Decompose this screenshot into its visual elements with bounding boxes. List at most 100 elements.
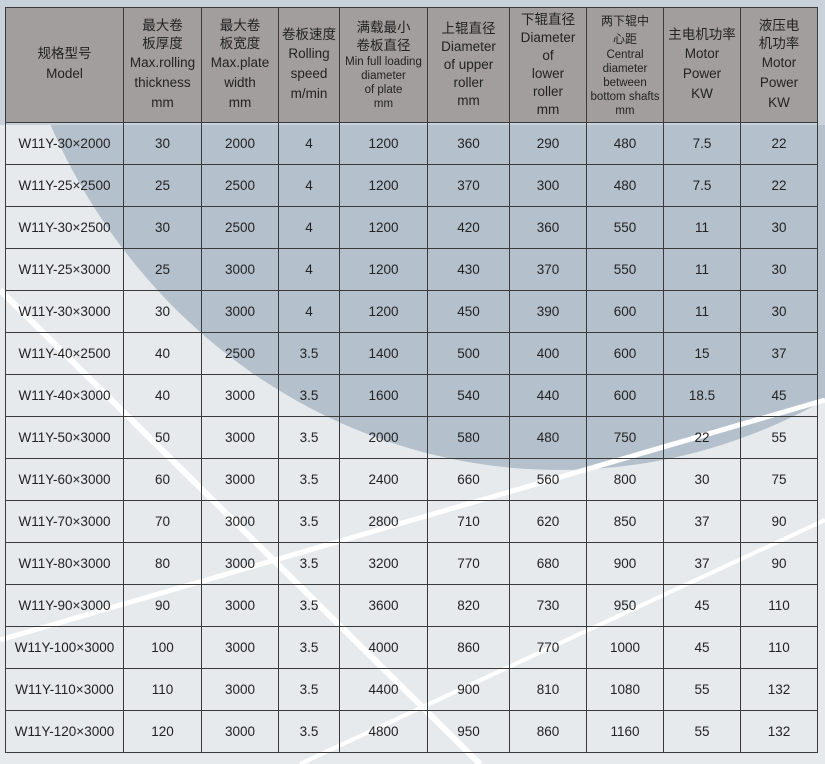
table-cell: 90	[740, 542, 818, 585]
table-cell: 430	[427, 248, 510, 291]
table-cell: 500	[427, 332, 510, 375]
table-cell: 950	[586, 584, 664, 627]
table-cell: 100	[123, 626, 202, 669]
table-cell: 45	[663, 626, 741, 669]
table-cell: 3.5	[278, 332, 340, 375]
table-cell: 4000	[339, 626, 428, 669]
header-en: of upper	[443, 57, 494, 72]
header-en: m/min	[290, 86, 328, 101]
table-cell: W11Y-70×3000	[5, 500, 124, 543]
table-cell: 90	[123, 584, 202, 627]
table-cell: W11Y-30×2500	[5, 206, 124, 249]
header-en: mm	[615, 105, 635, 117]
table-cell: 4	[278, 122, 340, 165]
table-cell: 30	[123, 206, 202, 249]
table-cell: 132	[740, 668, 818, 711]
table-cell: 3000	[201, 710, 279, 753]
table-cell: 1080	[586, 668, 664, 711]
header-en: mm	[457, 93, 480, 108]
table-row: W11Y-60×3000 60 3000 3.5 2400 660 560 800 30 75	[5, 458, 818, 501]
table-cell: 55	[663, 668, 741, 711]
table-cell: 2500	[201, 332, 279, 375]
column-header: 主电机功率 Motor Power KW	[663, 7, 741, 123]
table-cell: 25	[123, 164, 202, 207]
table-cell: 11	[663, 206, 741, 249]
table-cell: 2500	[201, 206, 279, 249]
table-cell: W11Y-120×3000	[5, 710, 124, 753]
table-row: W11Y-120×3000 120 3000 3.5 4800 950 860 1160 55 1…	[5, 710, 818, 753]
header-en: Diameter	[441, 39, 496, 54]
table-cell: 90	[740, 500, 818, 543]
header-en: mm	[151, 95, 174, 110]
header-en: diameter	[361, 70, 406, 82]
table-cell: 480	[509, 416, 587, 459]
table-cell: 360	[509, 206, 587, 249]
table-row: W11Y-80×3000 80 3000 3.5 3200 770 680 900 37 90	[5, 542, 818, 585]
header-en: Power	[759, 75, 799, 90]
header-en: Central	[606, 49, 644, 61]
table-cell: 25	[123, 248, 202, 291]
table-cell: W11Y-30×3000	[5, 290, 124, 333]
table-cell: 2000	[201, 122, 279, 165]
column-header: 液压电机功率 Motor Power KW	[740, 7, 818, 123]
table-cell: 300	[509, 164, 587, 207]
table-row: W11Y-30×2000 30 2000 4 1200 360 290 480 7.5 22	[5, 122, 818, 165]
table-cell: W11Y-25×3000	[5, 248, 124, 291]
table-cell: W11Y-40×2500	[5, 332, 124, 375]
table-cell: 1200	[339, 248, 428, 291]
header-zh: 两下辊中心距	[601, 14, 650, 46]
table-cell: 3000	[201, 416, 279, 459]
table-cell: 110	[123, 668, 202, 711]
table-cell: 30	[123, 290, 202, 333]
specs-table: 规格型号 Model 最大卷板厚度 Max.rolling thickness mm 最大卷…	[5, 7, 818, 753]
header-en: Motor	[684, 46, 720, 61]
table-cell: 7.5	[663, 122, 741, 165]
table-cell: 860	[509, 710, 587, 753]
header-zh: 主电机功率	[668, 27, 736, 42]
table-cell: 75	[740, 458, 818, 501]
column-header: 上辊直径 Diameter of upper roller mm	[427, 7, 510, 123]
header-en: Diameter	[520, 30, 576, 45]
column-header: 下辊直径 Diameter of lower roller mm	[509, 7, 587, 123]
table-cell: W11Y-100×3000	[5, 626, 124, 669]
table-cell: 770	[427, 542, 510, 585]
table-cell: 3000	[201, 248, 279, 291]
table-cell: 22	[740, 122, 818, 165]
table-cell: 540	[427, 374, 510, 417]
header-zh: 规格型号	[37, 46, 92, 61]
header-zh: 最大卷板厚度	[142, 18, 183, 51]
header-en: thickness	[134, 75, 191, 90]
table-cell: 3000	[201, 374, 279, 417]
table-cell: 770	[509, 626, 587, 669]
table-cell: 3.5	[278, 626, 340, 669]
table-cell: 2000	[339, 416, 428, 459]
table-cell: 2800	[339, 500, 428, 543]
table-cell: 550	[586, 206, 664, 249]
table-cell: 3000	[201, 290, 279, 333]
header-en: Min full loading	[345, 56, 422, 68]
header-en: bottom shafts	[590, 91, 660, 103]
table-cell: 2500	[201, 164, 279, 207]
table-cell: 600	[586, 374, 664, 417]
table-cell: 660	[427, 458, 510, 501]
table-cell: 580	[427, 416, 510, 459]
table-cell: 22	[663, 416, 741, 459]
table-cell: 40	[123, 374, 202, 417]
header-en: width	[224, 75, 256, 90]
table-cell: 1200	[339, 206, 428, 249]
table-cell: 70	[123, 500, 202, 543]
table-row: W11Y-25×3000 25 3000 4 1200 430 370 550 11 30	[5, 248, 818, 291]
table-cell: 80	[123, 542, 202, 585]
column-header: 卷板速度 Rolling speed m/min	[278, 7, 340, 123]
table-cell: 370	[427, 164, 510, 207]
table-cell: 1200	[339, 290, 428, 333]
table-cell: 2400	[339, 458, 428, 501]
table-cell: 11	[663, 290, 741, 333]
table-cell: 860	[427, 626, 510, 669]
table-cell: 810	[509, 668, 587, 711]
table-cell: 1200	[339, 164, 428, 207]
table-cell: 400	[509, 332, 587, 375]
header-zh: 最大卷板宽度	[219, 18, 261, 51]
header-zh: 液压电机功率	[758, 18, 800, 51]
table-cell: 55	[663, 710, 741, 753]
